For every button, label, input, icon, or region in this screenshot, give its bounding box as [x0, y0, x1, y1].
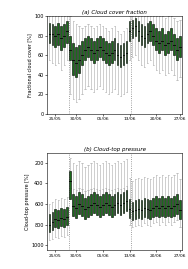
- Bar: [138, 199, 139, 218]
- Bar: [164, 198, 166, 217]
- Bar: [108, 194, 110, 215]
- Bar: [60, 208, 62, 225]
- Title: (b) Cloud-top pressure: (b) Cloud-top pressure: [84, 147, 146, 151]
- Bar: [69, 36, 71, 60]
- Bar: [60, 26, 62, 50]
- Bar: [114, 38, 115, 60]
- Bar: [170, 28, 172, 50]
- Bar: [120, 194, 121, 215]
- Y-axis label: Cloud-top pressure [%]: Cloud-top pressure [%]: [25, 173, 30, 230]
- Bar: [114, 194, 115, 215]
- Bar: [63, 24, 65, 47]
- Bar: [72, 44, 74, 75]
- Bar: [141, 24, 142, 45]
- Bar: [75, 47, 77, 77]
- Bar: [105, 192, 107, 213]
- Bar: [155, 196, 157, 216]
- Bar: [90, 38, 92, 60]
- Bar: [58, 23, 59, 45]
- Bar: [72, 194, 74, 216]
- Bar: [158, 198, 160, 217]
- Bar: [138, 21, 139, 41]
- Bar: [102, 38, 104, 60]
- Bar: [146, 23, 148, 44]
- Bar: [55, 209, 56, 226]
- Bar: [78, 192, 80, 214]
- Bar: [164, 34, 166, 55]
- Bar: [52, 212, 53, 230]
- Bar: [99, 36, 101, 57]
- Bar: [90, 194, 92, 215]
- Bar: [96, 194, 98, 215]
- Bar: [69, 171, 71, 199]
- Bar: [176, 194, 178, 214]
- Bar: [63, 209, 65, 226]
- Bar: [99, 196, 101, 217]
- Bar: [49, 23, 50, 44]
- Bar: [66, 21, 68, 44]
- Bar: [55, 26, 56, 47]
- Bar: [158, 31, 160, 53]
- Bar: [144, 26, 145, 47]
- Bar: [93, 41, 95, 63]
- Bar: [155, 28, 157, 50]
- Bar: [75, 196, 77, 218]
- Bar: [129, 199, 130, 218]
- Bar: [117, 192, 118, 213]
- Bar: [123, 192, 124, 213]
- Bar: [135, 18, 136, 36]
- Bar: [126, 41, 127, 63]
- Bar: [161, 196, 163, 216]
- Bar: [146, 199, 148, 218]
- Bar: [179, 200, 181, 220]
- Bar: [170, 198, 172, 217]
- Bar: [167, 196, 169, 216]
- Bar: [78, 45, 80, 73]
- Bar: [105, 41, 107, 63]
- Bar: [87, 36, 89, 57]
- Title: (a) Cloud cover fraction: (a) Cloud cover fraction: [82, 10, 147, 15]
- Bar: [111, 196, 113, 217]
- Bar: [149, 21, 151, 41]
- Bar: [176, 38, 178, 60]
- Bar: [58, 210, 59, 228]
- Bar: [129, 21, 130, 41]
- Bar: [132, 202, 133, 220]
- Bar: [173, 196, 175, 216]
- Bar: [81, 41, 83, 65]
- Bar: [179, 36, 181, 57]
- Bar: [152, 198, 154, 217]
- Bar: [135, 200, 136, 220]
- Bar: [173, 34, 175, 55]
- Bar: [66, 207, 68, 225]
- Bar: [117, 44, 118, 65]
- Bar: [81, 194, 83, 216]
- Bar: [152, 24, 154, 45]
- Bar: [84, 198, 86, 220]
- Bar: [126, 190, 127, 211]
- Bar: [87, 196, 89, 217]
- Bar: [123, 44, 124, 65]
- Bar: [49, 214, 50, 232]
- Y-axis label: Fractional cloud cover [%]: Fractional cloud cover [%]: [28, 33, 33, 97]
- Bar: [144, 198, 145, 217]
- Bar: [167, 31, 169, 53]
- Bar: [132, 20, 133, 38]
- Bar: [111, 41, 113, 63]
- Bar: [141, 200, 142, 220]
- Bar: [102, 194, 104, 215]
- Bar: [161, 28, 163, 50]
- Bar: [149, 200, 151, 220]
- Bar: [52, 24, 53, 45]
- Bar: [84, 38, 86, 60]
- Bar: [93, 192, 95, 213]
- Bar: [108, 44, 110, 65]
- Bar: [120, 45, 121, 67]
- Bar: [96, 38, 98, 60]
